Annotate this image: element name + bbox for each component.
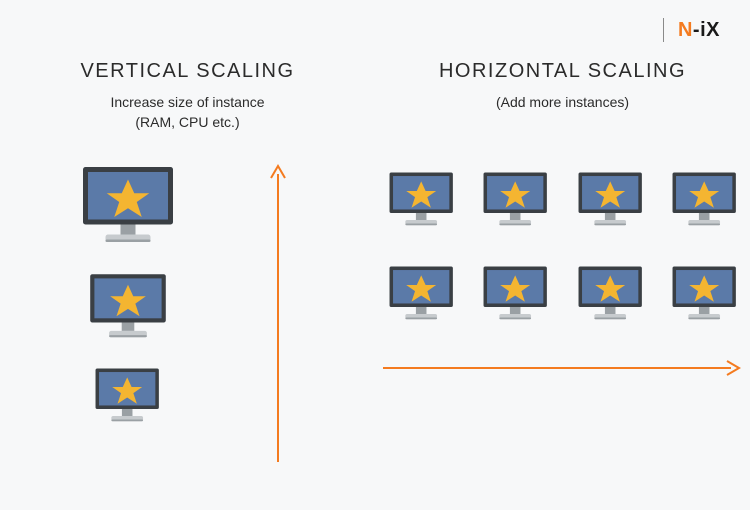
vertical-subtitle-line2: (RAM, CPU etc.)	[135, 114, 239, 130]
monitor-grid-item	[480, 169, 550, 234]
logo-dash: -	[693, 19, 700, 42]
vertical-scaling-column: VERTICAL SCALING Increase size of instan…	[0, 60, 375, 510]
diagram-columns: VERTICAL SCALING Increase size of instan…	[0, 0, 750, 510]
logo-divider	[663, 18, 664, 42]
vertical-arrow	[268, 162, 288, 462]
horizontal-grid	[383, 169, 743, 329]
monitor-grid-item	[480, 263, 550, 328]
monitor-grid-item	[669, 169, 739, 234]
monitor-grid-item	[386, 169, 456, 234]
horizontal-subtitle-line1: (Add more instances)	[496, 94, 629, 110]
horizontal-body	[383, 169, 743, 449]
vertical-monitors	[78, 162, 178, 429]
horizontal-subtitle: (Add more instances)	[496, 93, 629, 113]
horizontal-scaling-column: HORIZONTAL SCALING (Add more instances)	[375, 60, 750, 510]
monitor-large	[78, 162, 178, 252]
horizontal-arrow	[383, 358, 743, 383]
monitor-grid-item	[386, 263, 456, 328]
vertical-body	[58, 162, 318, 482]
monitor-grid-item	[669, 263, 739, 328]
monitor-small	[92, 365, 162, 430]
monitor-medium	[86, 270, 170, 346]
vertical-subtitle-line1: Increase size of instance	[110, 94, 264, 110]
brand-logo: N-iX	[663, 18, 720, 42]
monitor-grid-item	[575, 263, 645, 328]
monitor-grid-item	[575, 169, 645, 234]
horizontal-title: HORIZONTAL SCALING	[439, 60, 686, 83]
vertical-subtitle: Increase size of instance (RAM, CPU etc.…	[110, 93, 264, 132]
logo-x: X	[706, 19, 720, 42]
vertical-title: VERTICAL SCALING	[80, 60, 294, 83]
logo-n: N	[678, 19, 693, 42]
